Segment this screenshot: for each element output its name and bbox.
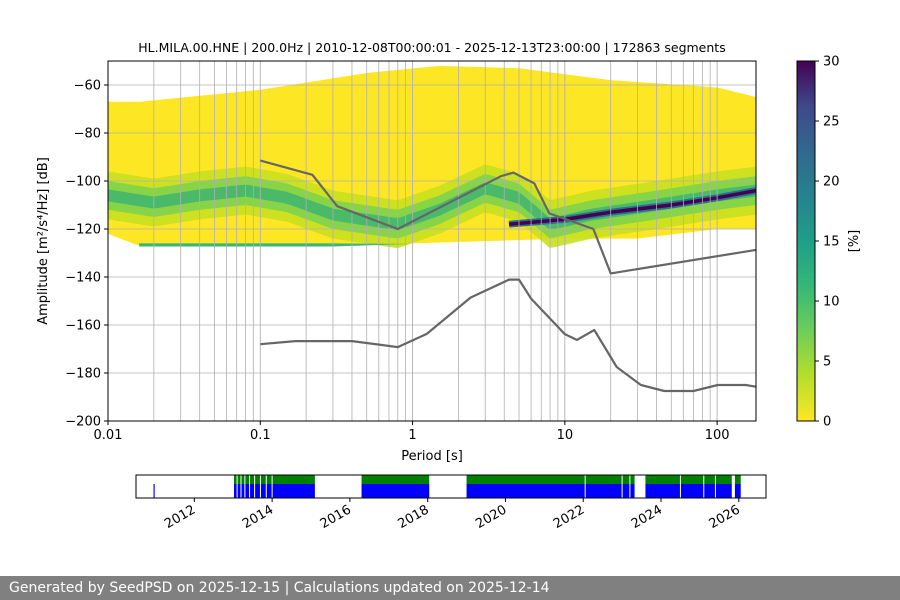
y-tick-label: −160 (65, 319, 101, 334)
series-line-nlnm (260, 278, 756, 393)
chart-title: HL.MILA.00.HNE | 200.0Hz | 2010-12-08T00… (138, 40, 725, 55)
y-tick-label: −60 (74, 79, 101, 94)
timeline-upper-span (234, 475, 315, 484)
timeline-tick-label: 2012 (162, 502, 198, 532)
plot-frame (107, 60, 757, 422)
x-axis-label: Period [s] (401, 449, 463, 464)
y-tick-label: −200 (65, 415, 101, 430)
timeline-lower-span (734, 484, 741, 498)
footer-bar: Generated by SeedPSD on 2025-12-15 | Cal… (0, 576, 900, 600)
colorbar-tick-label: 30 (823, 55, 840, 70)
timeline-tick-label: 2014 (240, 502, 276, 532)
colorbar-tick-label: 5 (823, 355, 831, 370)
psd-plot-area: 0.01 0.1 1 10 100 −200 −180 −160 −140 −120 −100 −8… (65, 60, 757, 443)
x-axis-ticks: 0.01 0.1 1 10 100 (94, 421, 730, 443)
psd-peak-line (508, 188, 756, 226)
y-tick-label: −120 (65, 223, 101, 238)
timeline-frame (135, 474, 767, 499)
psd-floor-strip (139, 243, 413, 247)
timeline-tick-label: 2020 (473, 502, 509, 532)
timeline-tick-label: 2024 (629, 502, 665, 532)
y-tick-label: −80 (74, 127, 101, 142)
colorbar-tick-label: 15 (823, 235, 840, 250)
timeline-lower-span (153, 484, 155, 498)
data-availability-timeline: 2012 2014 2016 2018 2020 2022 2024 2026 (135, 474, 767, 532)
timeline-tick-label: 2022 (551, 502, 587, 532)
noise-model-lines (260, 159, 756, 393)
colorbar: 0 5 10 15 20 25 30 [%] (796, 55, 862, 430)
y-tick-label: −180 (65, 367, 101, 382)
timeline-tick-label: 2018 (396, 502, 432, 532)
timeline-lower-span (466, 484, 635, 498)
timeline-bands (153, 475, 741, 498)
x-tick-label: 0.01 (94, 428, 123, 443)
colorbar-tick-label: 0 (823, 415, 831, 430)
timeline-upper-span (734, 475, 741, 484)
y-axis-label: Amplitude [m²/s⁴/Hz] [dB] (36, 157, 51, 325)
colorbar-tick-label: 25 (823, 115, 840, 130)
timeline-tick-label: 2016 (318, 502, 354, 532)
timeline-ticks: 2012 2014 2016 2018 2020 2022 2024 2026 (162, 498, 743, 532)
timeline-upper-span (466, 475, 635, 484)
colorbar-tick-label: 20 (823, 175, 840, 190)
timeline-lower-span (361, 484, 430, 498)
colorbar-ticks: 0 5 10 15 20 25 30 (815, 55, 840, 430)
colorbar-tick-label: 10 (823, 295, 840, 310)
timeline-lower-span (234, 484, 315, 498)
y-tick-label: −100 (65, 175, 101, 190)
y-tick-label: −140 (65, 271, 101, 286)
x-tick-label: 1 (408, 428, 416, 443)
psd-density-layer (108, 65, 756, 248)
x-tick-label: 0.1 (250, 428, 271, 443)
colorbar-gradient (796, 60, 816, 422)
timeline-tick-label: 2026 (707, 502, 743, 532)
series-line-nhnm (260, 159, 756, 275)
x-tick-label: 10 (557, 428, 574, 443)
timeline-lower-span (645, 484, 732, 498)
y-axis-ticks: −200 −180 −160 −140 −120 −100 −80 −60 (65, 79, 108, 430)
timeline-upper-span (645, 475, 732, 484)
colorbar-label: [%] (847, 230, 862, 253)
footer-text: Generated by SeedPSD on 2025-12-15 | Cal… (9, 580, 550, 596)
grid-lines (107, 61, 756, 422)
x-tick-label: 100 (705, 428, 730, 443)
timeline-upper-span (361, 475, 430, 484)
